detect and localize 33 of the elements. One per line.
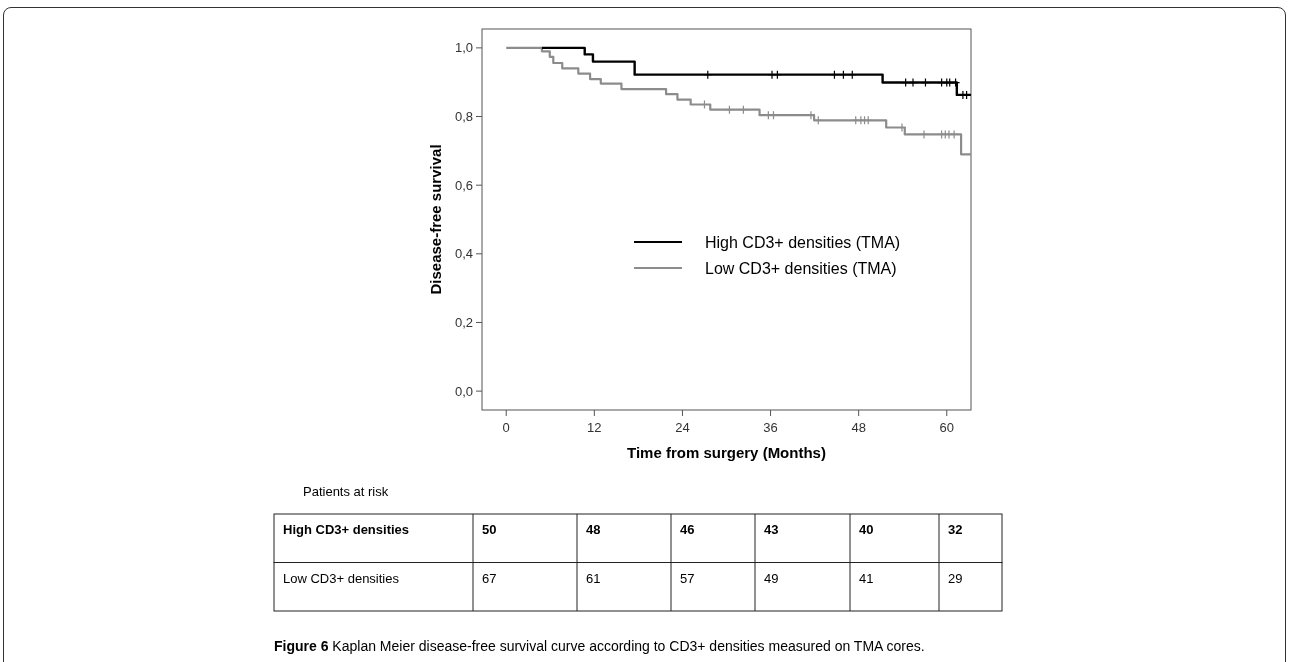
- text: 57: [680, 570, 695, 586]
- text: 61: [586, 570, 601, 586]
- text: 67: [482, 570, 497, 586]
- legend-label: High CD3+ densities (TMA): [705, 233, 901, 251]
- text: 48: [586, 522, 601, 537]
- text: 43: [764, 522, 779, 537]
- x-tick-label: 12: [587, 420, 602, 435]
- text: Kaplan Meier disease-free survival curve according to CD3+ densities measured on TMA cores.: [328, 638, 925, 654]
- x-tick-label: 24: [675, 420, 690, 435]
- y-axis-title: Disease-free survival: [427, 144, 444, 295]
- x-tick-label: 0: [502, 420, 510, 435]
- text: 41: [859, 570, 874, 586]
- caption: Figure 6: [274, 638, 329, 654]
- x-tick-label: 36: [763, 420, 778, 435]
- text: 40: [859, 522, 874, 537]
- y-tick-label: 0,2: [454, 315, 473, 331]
- text: 32: [948, 522, 963, 537]
- y-tick-label: 0,0: [454, 383, 473, 399]
- text: 49: [764, 570, 779, 586]
- legend-label: Low CD3+ densities (TMA): [705, 259, 897, 277]
- x-axis-title: Time from surgery (Months): [627, 444, 826, 461]
- y-tick-label: 0,8: [454, 109, 473, 125]
- x-tick-label: 48: [851, 420, 866, 435]
- text: Low CD3+ densities: [283, 570, 400, 586]
- text: 29: [948, 570, 963, 586]
- text: 50: [482, 522, 497, 537]
- y-tick-label: 0,6: [454, 177, 473, 193]
- y-tick-label: 1,0: [454, 40, 473, 56]
- text: Patients at risk: [303, 484, 389, 499]
- x-tick-label: 60: [939, 420, 954, 435]
- text: 46: [680, 522, 695, 537]
- y-tick-label: 0,4: [454, 246, 473, 262]
- text: High CD3+ densities: [283, 522, 410, 537]
